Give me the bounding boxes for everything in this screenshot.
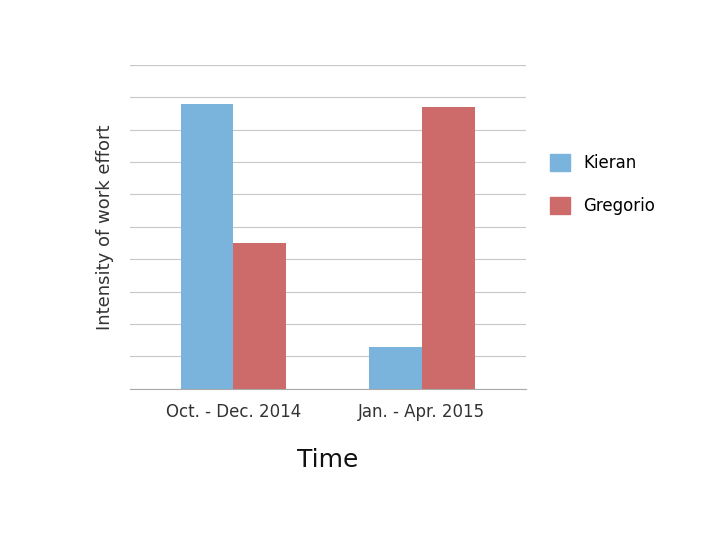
Bar: [181, 104, 233, 389]
Bar: [369, 347, 422, 389]
X-axis label: Time: Time: [297, 448, 359, 472]
Bar: [422, 107, 474, 389]
Bar: [233, 243, 286, 389]
Y-axis label: Intensity of work effort: Intensity of work effort: [96, 124, 114, 329]
Legend: Kieran, Gregorio: Kieran, Gregorio: [550, 154, 655, 215]
